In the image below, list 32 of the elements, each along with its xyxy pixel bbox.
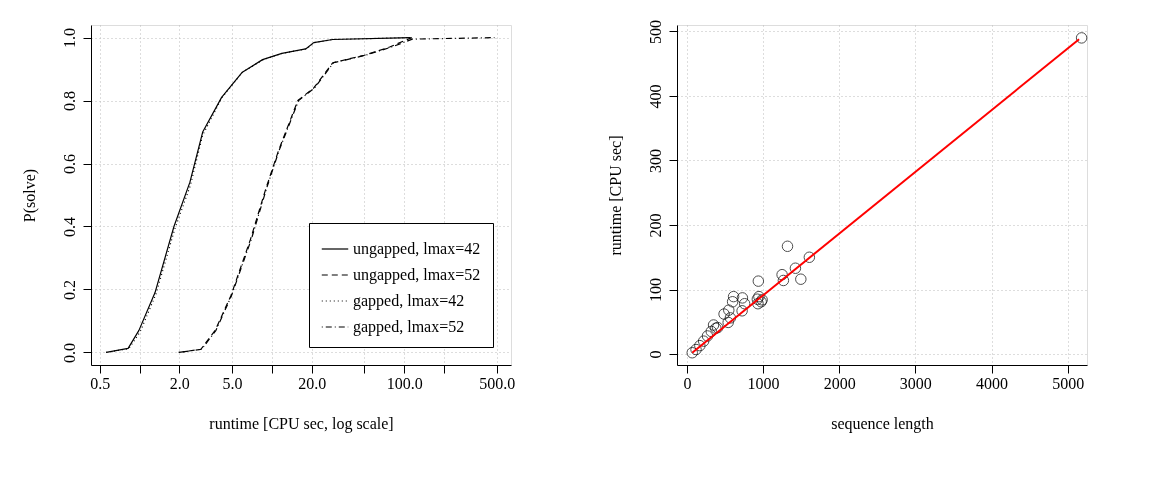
x-tick-label: 5.0 xyxy=(222,374,243,392)
x-tick-label: 1000 xyxy=(747,374,780,392)
x-tick-label: 2000 xyxy=(823,374,856,392)
y-tick-label: 0.8 xyxy=(60,91,78,112)
legend-label: gapped, lmax=52 xyxy=(353,318,465,336)
y-tick-label: 100 xyxy=(646,278,664,303)
y-axis-title: P(solve) xyxy=(20,168,39,223)
x-tick-label: 2.0 xyxy=(169,374,190,392)
y-tick-label: 400 xyxy=(646,84,664,109)
y-tick-label: 0.6 xyxy=(60,154,78,175)
x-tick-label: 5000 xyxy=(1052,374,1085,392)
legend-label: ungapped, lmax=42 xyxy=(353,240,481,258)
x-tick-label: 500.0 xyxy=(479,374,516,392)
y-tick-label: 0.2 xyxy=(60,279,78,300)
x-tick-label: 0 xyxy=(683,374,692,392)
x-tick-label: 0.5 xyxy=(90,374,111,392)
y-tick-label: 0.0 xyxy=(60,342,78,363)
legend-label: gapped, lmax=42 xyxy=(353,292,465,310)
y-tick-label: 500 xyxy=(646,19,664,44)
y-tick-label: 1.0 xyxy=(60,28,78,49)
y-tick-label: 300 xyxy=(646,148,664,173)
x-axis-title: runtime [CPU sec, log scale] xyxy=(209,414,394,433)
y-tick-label: 0.4 xyxy=(60,216,78,237)
legend-label: ungapped, lmax=52 xyxy=(353,266,481,284)
x-tick-label: 20.0 xyxy=(298,374,327,392)
y-tick-label: 0 xyxy=(646,350,664,359)
x-tick-label: 100.0 xyxy=(386,374,423,392)
x-axis-title: sequence length xyxy=(831,414,934,433)
y-axis-title: runtime [CPU sec] xyxy=(606,135,624,256)
x-tick-label: 3000 xyxy=(899,374,932,392)
x-tick-label: 4000 xyxy=(976,374,1009,392)
y-tick-label: 200 xyxy=(646,213,664,238)
